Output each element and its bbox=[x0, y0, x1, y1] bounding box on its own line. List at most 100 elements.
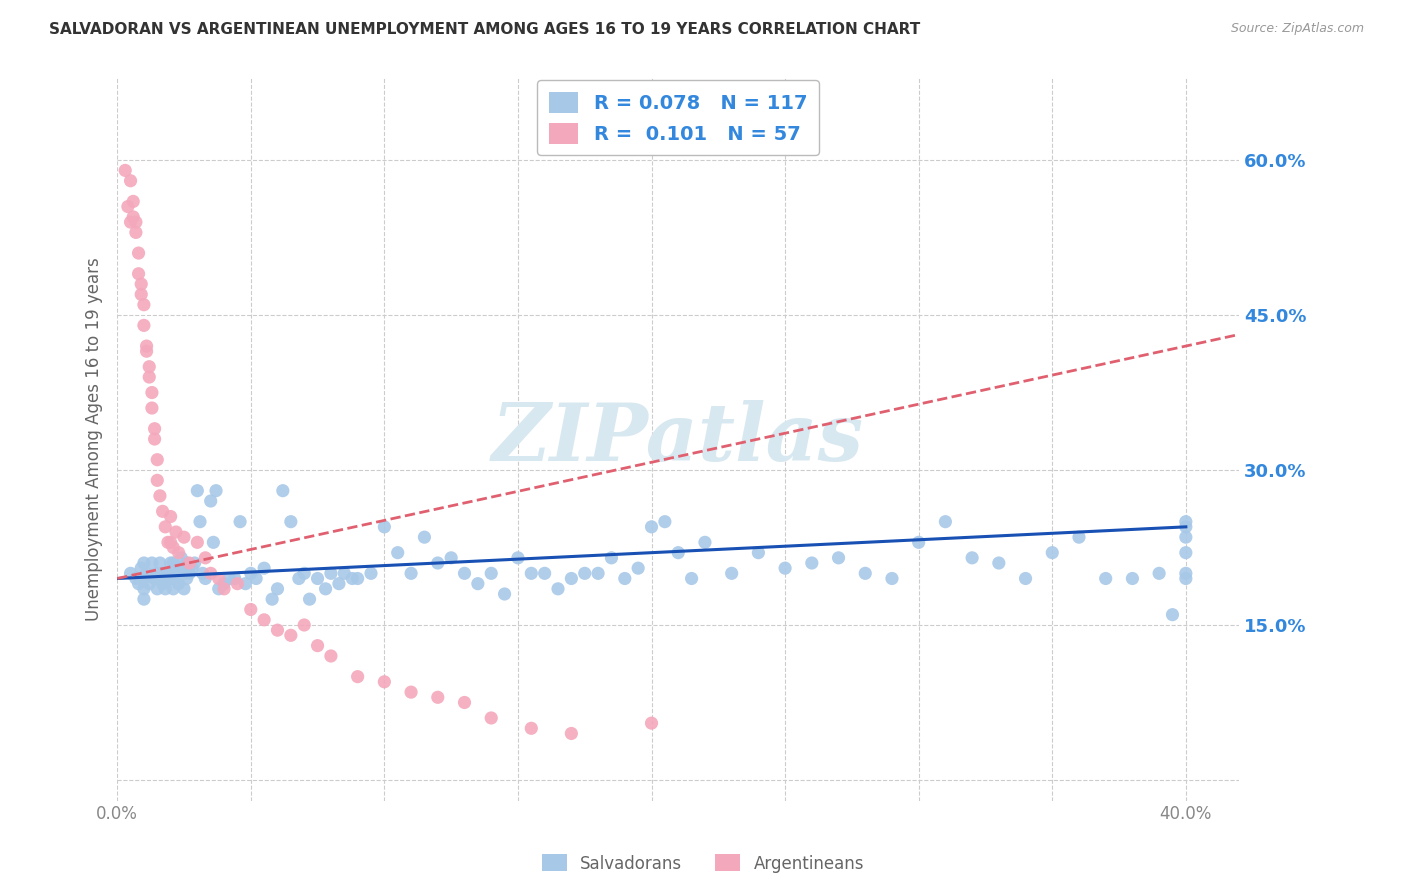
Legend: Salvadorans, Argentineans: Salvadorans, Argentineans bbox=[536, 847, 870, 880]
Point bbox=[360, 566, 382, 581]
Point bbox=[208, 582, 231, 596]
Point bbox=[129, 287, 152, 301]
Point bbox=[125, 215, 148, 229]
Point bbox=[155, 582, 177, 596]
Point bbox=[135, 344, 157, 359]
Point bbox=[654, 515, 676, 529]
Point bbox=[399, 685, 422, 699]
Point bbox=[181, 561, 204, 575]
Point bbox=[132, 592, 155, 607]
Point bbox=[152, 576, 174, 591]
Point bbox=[200, 566, 222, 581]
Point bbox=[155, 572, 177, 586]
Point bbox=[141, 401, 163, 415]
Point bbox=[176, 556, 198, 570]
Point bbox=[170, 550, 193, 565]
Point bbox=[218, 572, 240, 586]
Point bbox=[245, 572, 267, 586]
Point bbox=[132, 318, 155, 333]
Point bbox=[114, 163, 136, 178]
Point bbox=[143, 572, 166, 586]
Point bbox=[128, 576, 150, 591]
Point bbox=[613, 572, 636, 586]
Point bbox=[165, 572, 187, 586]
Point bbox=[288, 572, 311, 586]
Point bbox=[129, 277, 152, 291]
Text: ZIPatlas: ZIPatlas bbox=[492, 401, 865, 478]
Point bbox=[120, 215, 142, 229]
Point bbox=[194, 572, 217, 586]
Point bbox=[120, 174, 142, 188]
Point bbox=[666, 546, 689, 560]
Point bbox=[179, 566, 201, 581]
Point bbox=[506, 550, 529, 565]
Point bbox=[167, 546, 190, 560]
Point bbox=[346, 670, 368, 684]
Point bbox=[173, 582, 195, 596]
Point bbox=[533, 566, 555, 581]
Point bbox=[319, 648, 342, 663]
Point bbox=[138, 359, 160, 374]
Point bbox=[202, 535, 225, 549]
Point bbox=[191, 566, 214, 581]
Point bbox=[1147, 566, 1170, 581]
Point bbox=[1161, 607, 1184, 622]
Point bbox=[387, 546, 409, 560]
Point bbox=[399, 566, 422, 581]
Point bbox=[239, 602, 262, 616]
Point bbox=[266, 623, 288, 637]
Point bbox=[1174, 546, 1197, 560]
Point bbox=[987, 556, 1010, 570]
Point bbox=[212, 582, 235, 596]
Point bbox=[120, 566, 142, 581]
Point bbox=[149, 489, 172, 503]
Point bbox=[934, 515, 956, 529]
Point bbox=[239, 566, 262, 581]
Point bbox=[880, 572, 903, 586]
Point bbox=[146, 474, 169, 488]
Point bbox=[627, 561, 650, 575]
Point bbox=[520, 721, 543, 735]
Point bbox=[315, 582, 337, 596]
Point bbox=[152, 504, 174, 518]
Point bbox=[280, 628, 302, 642]
Point bbox=[280, 515, 302, 529]
Point bbox=[1121, 572, 1143, 586]
Point bbox=[640, 520, 662, 534]
Point bbox=[132, 572, 155, 586]
Point bbox=[205, 483, 228, 498]
Point bbox=[827, 550, 849, 565]
Point bbox=[167, 576, 190, 591]
Point bbox=[235, 576, 257, 591]
Point bbox=[122, 194, 145, 209]
Point bbox=[346, 572, 368, 586]
Point bbox=[155, 520, 177, 534]
Point bbox=[128, 267, 150, 281]
Point bbox=[132, 556, 155, 570]
Point bbox=[1174, 520, 1197, 534]
Point bbox=[125, 226, 148, 240]
Point bbox=[560, 726, 582, 740]
Point bbox=[159, 566, 181, 581]
Point bbox=[426, 556, 449, 570]
Point bbox=[298, 592, 321, 607]
Point bbox=[479, 711, 502, 725]
Point bbox=[373, 520, 395, 534]
Point bbox=[138, 370, 160, 384]
Point bbox=[800, 556, 823, 570]
Point bbox=[600, 550, 623, 565]
Point bbox=[426, 690, 449, 705]
Point bbox=[165, 566, 187, 581]
Point bbox=[117, 200, 139, 214]
Point bbox=[173, 530, 195, 544]
Point bbox=[440, 550, 463, 565]
Point bbox=[224, 572, 246, 586]
Point bbox=[1174, 530, 1197, 544]
Point bbox=[681, 572, 703, 586]
Point bbox=[262, 592, 284, 607]
Point bbox=[135, 339, 157, 353]
Point bbox=[373, 674, 395, 689]
Point bbox=[141, 385, 163, 400]
Point bbox=[229, 515, 252, 529]
Point bbox=[208, 572, 231, 586]
